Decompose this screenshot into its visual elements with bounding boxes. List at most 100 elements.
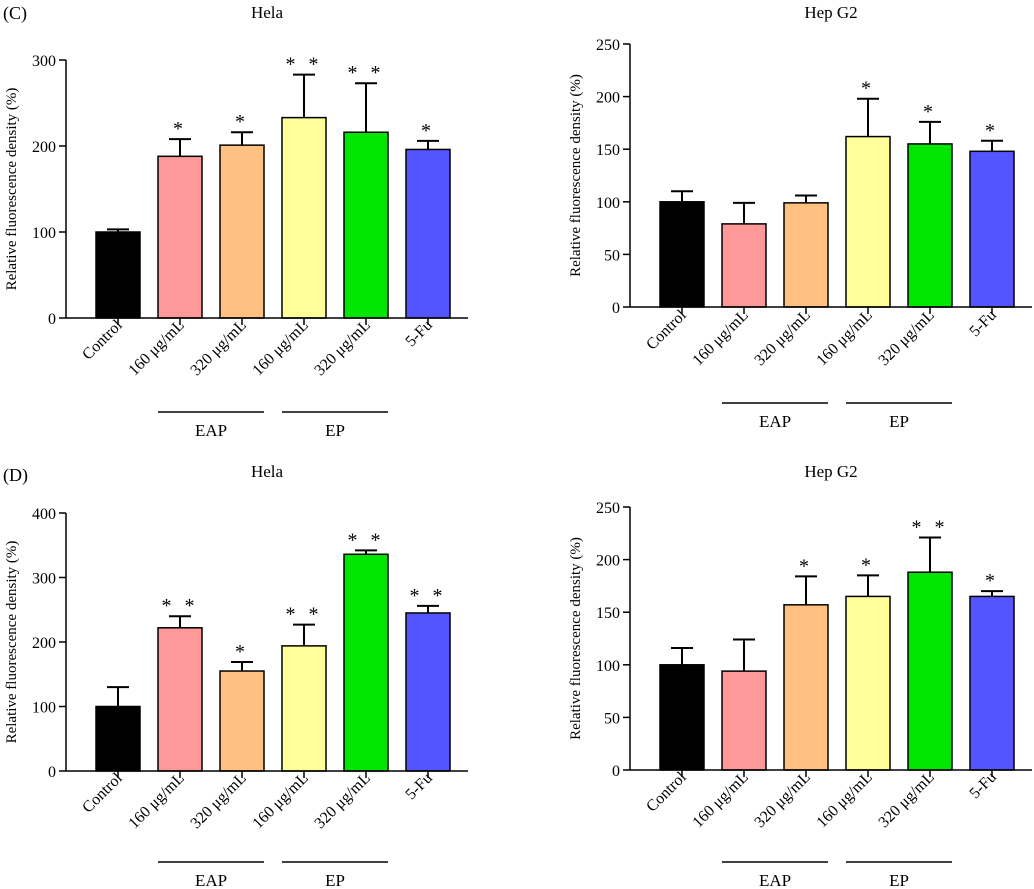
chart-4: Hep G2 Relative fluorescence density (%) *…: [568, 462, 1032, 889]
x-tick-label: 160 μg/mL: [689, 307, 751, 369]
y-tick-label: 50: [604, 247, 620, 264]
bar: [969, 150, 1015, 308]
group-label: EP: [325, 871, 345, 889]
significance-mark: * *: [348, 62, 385, 84]
y-axis-label: Relative fluorescence density (%): [4, 88, 20, 291]
group-label: EAP: [759, 412, 791, 431]
bar: [783, 202, 829, 308]
y-tick-label: 300: [32, 53, 56, 70]
chart-title: Hela: [251, 462, 284, 481]
bar: [343, 131, 389, 319]
bar: [219, 670, 265, 772]
bar: [659, 664, 705, 771]
y-tick-label: 0: [612, 763, 620, 780]
chart-title: Hep G2: [804, 3, 857, 22]
y-tick-label: 250: [596, 500, 620, 517]
x-tick-label: 160 μg/mL: [249, 770, 311, 832]
x-tick-label: 5-Fu: [402, 317, 435, 350]
bar: [157, 155, 203, 319]
y-tick-label: 0: [48, 764, 56, 781]
x-tick-label: 160 μg/mL: [125, 770, 187, 832]
significance-mark: * *: [286, 54, 323, 76]
x-tick-label: Control: [643, 768, 690, 815]
y-tick-label: 150: [596, 142, 620, 159]
bar: [845, 595, 891, 771]
x-tick-label: 320 μg/mL: [751, 769, 813, 831]
group-label: EP: [889, 871, 909, 889]
y-tick-label: 300: [32, 571, 56, 588]
x-tick-label: 5-Fu: [966, 769, 999, 802]
group-label: EAP: [195, 421, 227, 440]
bar: [845, 135, 891, 308]
x-tick-label: 160 μg/mL: [689, 769, 751, 831]
bar: [157, 627, 203, 772]
y-tick-label: 100: [32, 700, 56, 717]
bar: [783, 604, 829, 771]
x-tick-label: 320 μg/mL: [875, 769, 937, 831]
bar: [721, 223, 767, 308]
x-tick-label: 160 μg/mL: [813, 307, 875, 369]
significance-mark: *: [235, 641, 249, 663]
group-label: EP: [889, 412, 909, 431]
significance-mark: * *: [348, 529, 385, 551]
x-tick-label: 320 μg/mL: [311, 317, 373, 379]
chart-1: Hela Relative fluorescence density (%) * * *…: [4, 3, 468, 440]
bar: [95, 705, 141, 772]
chart-title: Hela: [251, 3, 284, 22]
y-tick-label: 0: [612, 300, 620, 317]
y-tick-label: 200: [596, 90, 620, 107]
bar: [907, 143, 953, 308]
y-axis-label: Relative fluorescence density (%): [568, 74, 584, 277]
x-tick-label: 320 μg/mL: [751, 307, 813, 369]
significance-mark: * *: [162, 595, 199, 617]
x-tick-label: 5-Fu: [966, 307, 999, 340]
bar: [343, 553, 389, 772]
group-label: EAP: [759, 871, 791, 889]
y-tick-label: 400: [32, 506, 56, 523]
y-tick-label: 100: [596, 658, 620, 675]
x-tick-label: 160 μg/mL: [249, 317, 311, 379]
chart-title: Hep G2: [804, 462, 857, 481]
x-tick-label: 160 μg/mL: [813, 769, 875, 831]
y-axis-label: Relative fluorescence density (%): [4, 541, 20, 744]
group-label: EP: [325, 421, 345, 440]
bar: [907, 571, 953, 771]
bar: [405, 612, 451, 772]
significance-mark: *: [173, 118, 187, 140]
significance-mark: *: [235, 111, 249, 133]
x-tick-label: 160 μg/mL: [125, 317, 187, 379]
y-tick-label: 0: [48, 311, 56, 328]
x-tick-label: Control: [79, 769, 126, 816]
x-tick-label: 320 μg/mL: [187, 317, 249, 379]
y-tick-label: 200: [596, 553, 620, 570]
group-label: EAP: [195, 871, 227, 889]
bar: [969, 595, 1015, 771]
x-tick-label: 5-Fu: [402, 770, 435, 803]
y-tick-label: 100: [32, 225, 56, 242]
y-tick-label: 250: [596, 37, 620, 54]
y-tick-label: 100: [596, 195, 620, 212]
significance-mark: *: [421, 120, 435, 142]
x-tick-label: Control: [79, 316, 126, 363]
significance-mark: * *: [410, 585, 447, 607]
bar: [721, 670, 767, 771]
significance-mark: * *: [912, 517, 949, 539]
y-tick-label: 150: [596, 605, 620, 622]
panel-label-c: (C): [3, 3, 27, 23]
significance-mark: *: [985, 120, 999, 142]
significance-mark: *: [923, 101, 937, 123]
y-axis-label: Relative fluorescence density (%): [568, 537, 584, 740]
x-tick-label: 320 μg/mL: [311, 770, 373, 832]
y-tick-label: 50: [604, 710, 620, 727]
y-tick-label: 200: [32, 139, 56, 156]
bar: [95, 231, 141, 319]
y-tick-label: 200: [32, 635, 56, 652]
x-tick-label: Control: [643, 306, 690, 353]
chart-2: Hep G2 Relative fluorescence density (%) *…: [568, 3, 1032, 431]
x-tick-label: 320 μg/mL: [875, 307, 937, 369]
bar: [281, 116, 327, 319]
significance-mark: *: [861, 78, 875, 100]
significance-mark: * *: [286, 604, 323, 626]
significance-mark: *: [985, 570, 999, 592]
